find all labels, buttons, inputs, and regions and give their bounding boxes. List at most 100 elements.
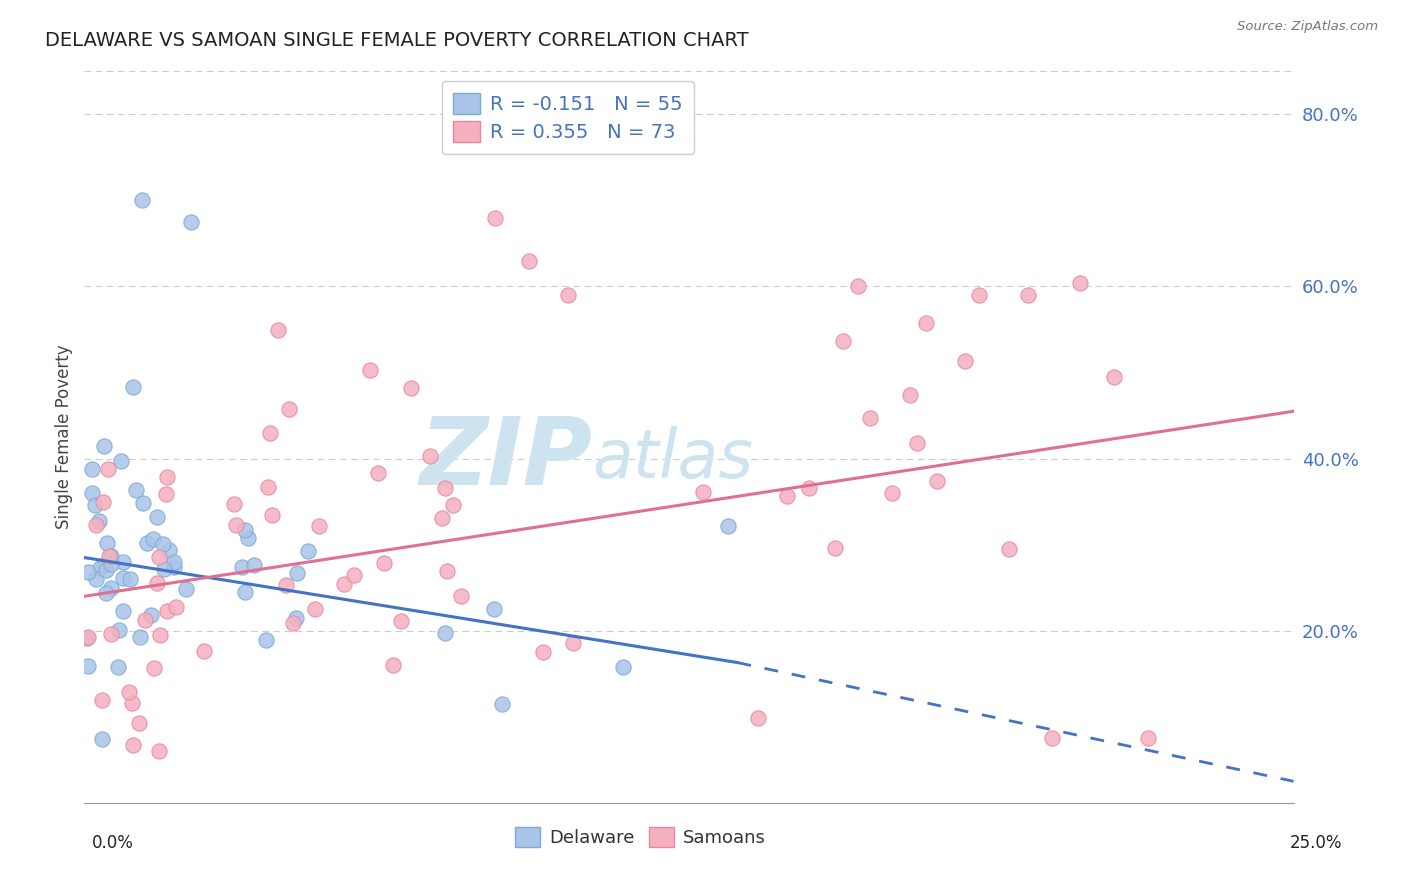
Point (148, 744, 170, 758)
Point (146, 509, 169, 524)
Point (156, 604, 179, 618)
Point (112, 555, 135, 569)
Point (111, 571, 134, 585)
Point (86, 573, 108, 587)
Point (1102, 369, 1125, 384)
Point (89, 561, 111, 575)
Point (93, 439, 115, 453)
Point (225, 518, 247, 533)
Point (243, 558, 266, 573)
Point (98, 549, 121, 563)
Point (96, 462, 118, 476)
Point (1040, 731, 1063, 746)
Point (90, 692, 112, 706)
Text: ZIP: ZIP (419, 413, 592, 505)
Point (93, 558, 115, 572)
Point (91, 731, 114, 746)
Point (285, 611, 308, 625)
Point (285, 566, 308, 581)
Point (155, 487, 177, 501)
Point (131, 194, 153, 208)
Point (846, 279, 869, 293)
Text: 0.0%: 0.0% (91, 834, 134, 852)
Point (432, 511, 454, 525)
Point (121, 696, 143, 710)
Point (146, 575, 169, 590)
Point (1137, 731, 1160, 746)
Point (399, 381, 422, 395)
Point (174, 582, 197, 596)
Point (797, 481, 820, 495)
Legend: Delaware, Samoans: Delaware, Samoans (506, 818, 775, 856)
Point (278, 401, 301, 416)
Point (967, 288, 990, 302)
Point (96, 536, 118, 550)
Point (276, 577, 298, 591)
Point (436, 564, 458, 578)
Point (776, 489, 799, 503)
Point (333, 577, 356, 591)
Point (747, 711, 769, 725)
Point (267, 322, 290, 336)
Point (231, 560, 253, 574)
Point (94, 563, 117, 577)
Point (77, 659, 100, 673)
Text: DELAWARE VS SAMOAN SINGLE FEMALE POVERTY CORRELATION CHART: DELAWARE VS SAMOAN SINGLE FEMALE POVERTY… (45, 31, 748, 50)
Point (238, 531, 260, 545)
Point (281, 615, 304, 630)
Point (157, 543, 180, 558)
Point (76, 566, 98, 580)
Point (441, 499, 464, 513)
Point (491, 698, 513, 712)
Point (824, 541, 846, 555)
Point (905, 435, 928, 450)
Point (482, 602, 505, 616)
Y-axis label: Single Female Poverty: Single Female Poverty (55, 345, 73, 529)
Point (898, 388, 921, 402)
Point (180, 215, 202, 229)
Point (692, 485, 714, 500)
Point (142, 661, 165, 675)
Point (859, 410, 882, 425)
Point (254, 633, 277, 648)
Point (121, 739, 143, 753)
Point (561, 636, 583, 650)
Point (419, 449, 441, 463)
Point (100, 627, 122, 641)
Point (110, 454, 132, 468)
Point (367, 467, 389, 481)
Point (1017, 288, 1039, 302)
Point (82, 461, 104, 475)
Point (880, 486, 903, 500)
Point (304, 601, 326, 615)
Point (125, 483, 148, 497)
Point (100, 558, 122, 572)
Point (139, 607, 162, 622)
Point (193, 643, 215, 657)
Point (433, 481, 456, 495)
Point (450, 589, 472, 603)
Point (308, 518, 330, 533)
Point (382, 657, 405, 672)
Point (84, 518, 107, 533)
Point (557, 288, 579, 302)
Point (112, 604, 135, 618)
Point (156, 470, 179, 484)
Point (717, 519, 740, 533)
Text: atlas: atlas (592, 426, 754, 492)
Point (128, 630, 150, 644)
Point (100, 549, 122, 563)
Point (163, 555, 186, 569)
Point (91, 495, 114, 509)
Text: Source: ZipAtlas.com: Source: ZipAtlas.com (1237, 20, 1378, 33)
Point (76, 631, 98, 645)
Point (612, 660, 634, 674)
Text: 25.0%: 25.0% (1291, 834, 1343, 852)
Point (77, 630, 100, 644)
Point (233, 584, 256, 599)
Point (142, 533, 165, 547)
Point (152, 536, 174, 550)
Point (87, 514, 110, 528)
Point (222, 497, 245, 511)
Point (165, 600, 187, 615)
